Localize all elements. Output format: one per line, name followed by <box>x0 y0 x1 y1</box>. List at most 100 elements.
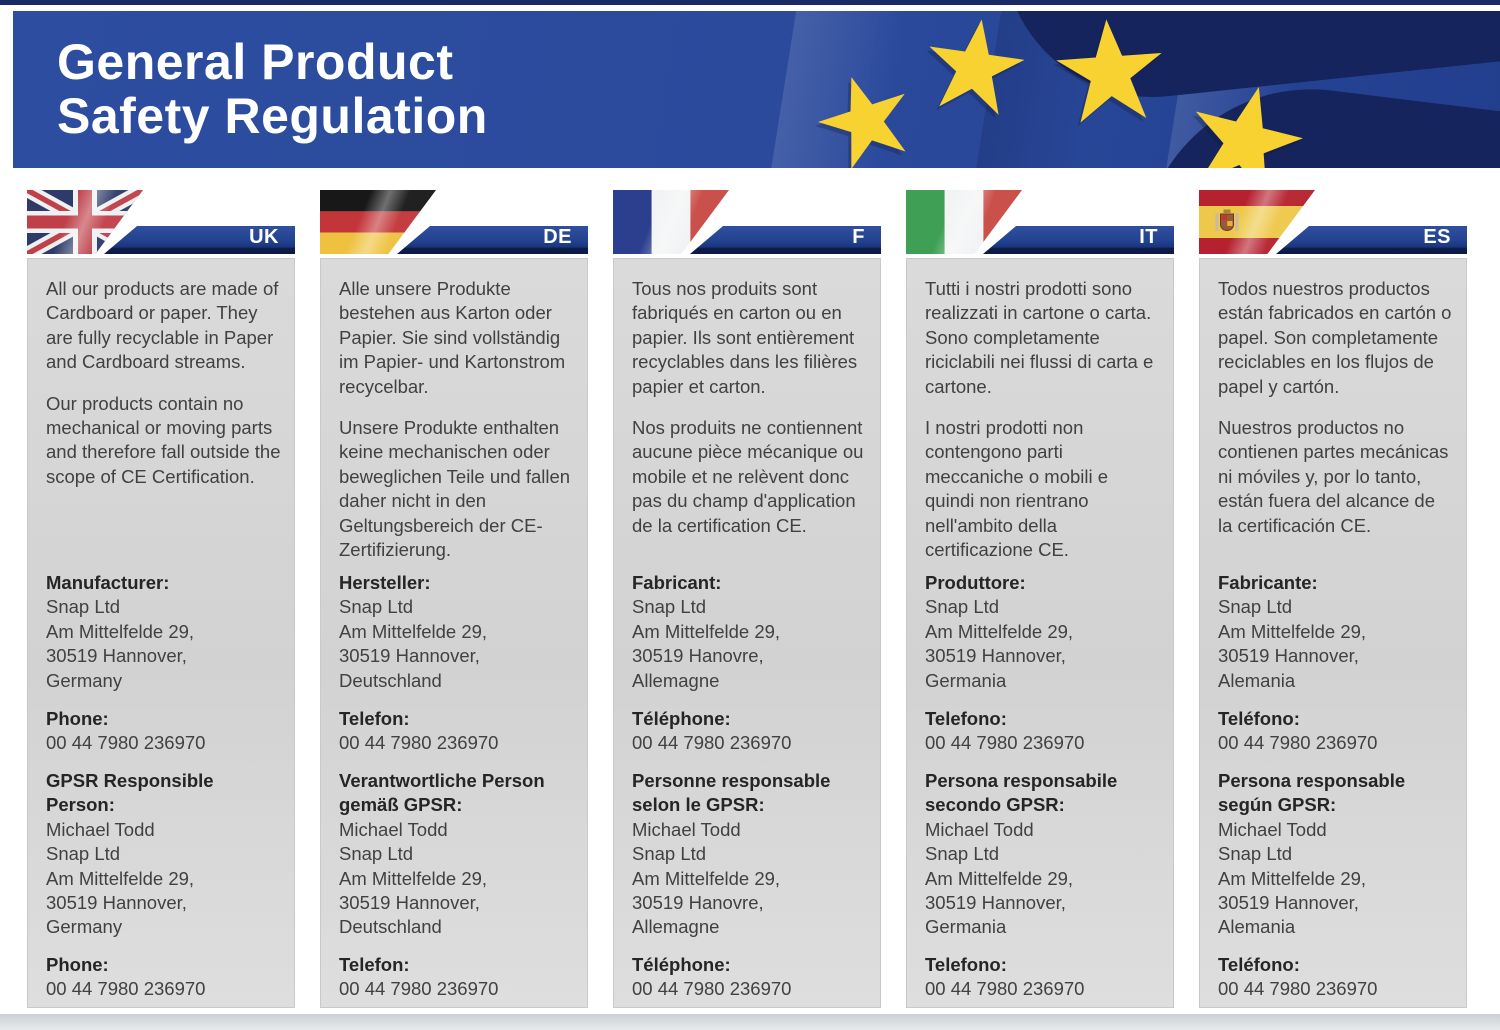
eu-star-icon <box>1055 17 1165 127</box>
gpsr-line: 30519 Hannover, <box>925 892 1066 914</box>
gpsr-line: 30519 Hanovre, <box>632 892 764 914</box>
language-column-it: IT Tutti i nostri prodotti sono realizza… <box>906 190 1174 1008</box>
phone-block-2: Téléphone: 00 44 7980 236970 <box>632 953 867 1002</box>
gpsr-line: Deutschland <box>339 916 442 938</box>
page-title: General Product Safety Regulation <box>57 35 488 143</box>
info-box-uk: All our products are made of Cardboard o… <box>27 258 295 1008</box>
manufacturer-line: Snap Ltd <box>46 596 121 618</box>
phone-label: Telefono: <box>925 708 1007 729</box>
gpsr-label: GPSR Responsible Person: <box>46 770 214 816</box>
gpsr-line: Am Mittelfelde 29, <box>46 867 195 889</box>
manufacturer-label: Produttore: <box>925 572 1026 593</box>
phone-label: Phone: <box>46 954 109 975</box>
gpsr-line: Michael Todd <box>46 818 155 840</box>
gpsr-line: Michael Todd <box>1218 818 1327 840</box>
column-header-uk: UK <box>27 190 295 258</box>
recyclability-paragraph: Tous nos produits sont fabriqués en cart… <box>632 278 858 397</box>
info-box-fr: Tous nos produits sont fabriqués en cart… <box>613 258 881 1008</box>
manufacturer-line: Deutschland <box>339 669 442 691</box>
header-banner: General Product Safety Regulation <box>13 11 1500 168</box>
gpsr-line: Allemagne <box>632 916 720 938</box>
language-banner-uk: UK <box>104 226 295 254</box>
phone-label: Phone: <box>46 708 109 729</box>
recyclability-paragraph: Todos nuestros productos están fabricado… <box>1218 278 1452 397</box>
recyclability-paragraph: All our products are made of Cardboard o… <box>46 278 279 373</box>
manufacturer-block: Produttore: Snap Ltd Am Mittelfelde 29, … <box>925 571 1160 693</box>
gpsr-line: Michael Todd <box>925 818 1034 840</box>
manufacturer-line: Alemania <box>1218 669 1296 691</box>
phone-number: 00 44 7980 236970 <box>632 978 792 1000</box>
phone-block: Téléphone: 00 44 7980 236970 <box>632 707 867 756</box>
ce-scope-paragraph: Our products contain no mechanical or mo… <box>46 392 281 487</box>
gpsr-line: Snap Ltd <box>339 843 414 865</box>
gpsr-block: Persona responsabile secondo GPSR: Micha… <box>925 769 1160 940</box>
language-code: IT <box>1139 226 1158 248</box>
gpsr-line: 30519 Hannover, <box>46 892 187 914</box>
manufacturer-block: Fabricante: Snap Ltd Am Mittelfelde 29, … <box>1218 571 1453 693</box>
recyclability-paragraph: Alle unsere Produkte bestehen aus Karton… <box>339 278 566 397</box>
phone-label: Teléfono: <box>1218 708 1300 729</box>
manufacturer-line: 30519 Hannover, <box>925 645 1066 667</box>
gpsr-line: Am Mittelfelde 29, <box>632 867 781 889</box>
language-column-uk: UK All our products are made of Cardboar… <box>27 190 295 1008</box>
language-banner-de: DE <box>397 226 588 254</box>
phone-block-2: Phone: 00 44 7980 236970 <box>46 953 281 1002</box>
phone-number: 00 44 7980 236970 <box>1218 732 1378 754</box>
phone-label: Telefono: <box>925 954 1007 975</box>
manufacturer-line: Snap Ltd <box>339 596 414 618</box>
product-paragraphs: Todos nuestros productos están fabricado… <box>1218 277 1453 538</box>
ce-scope-paragraph: Nuestros productos no contienen partes m… <box>1218 417 1449 536</box>
language-banner-es: ES <box>1276 226 1467 254</box>
phone-label: Telefon: <box>339 954 410 975</box>
language-code: DE <box>543 226 572 248</box>
gpsr-line: Snap Ltd <box>46 843 121 865</box>
phone-label: Téléphone: <box>632 708 731 729</box>
phone-number: 00 44 7980 236970 <box>46 978 206 1000</box>
manufacturer-line: Germania <box>925 669 1007 691</box>
gpsr-block: GPSR Responsible Person: Michael Todd Sn… <box>46 769 281 940</box>
phone-number: 00 44 7980 236970 <box>632 732 792 754</box>
gpsr-line: Am Mittelfelde 29, <box>1218 867 1367 889</box>
gpsr-line: Snap Ltd <box>925 843 1000 865</box>
column-header-fr: F <box>613 190 881 258</box>
column-header-it: IT <box>906 190 1174 258</box>
manufacturer-line: 30519 Hanovre, <box>632 645 764 667</box>
info-box-de: Alle unsere Produkte bestehen aus Karton… <box>320 258 588 1008</box>
eu-star-icon <box>1188 83 1303 168</box>
gpsr-label: Persona responsabile secondo GPSR: <box>925 770 1118 816</box>
info-box-es: Todos nuestros productos están fabricado… <box>1199 258 1467 1008</box>
language-code: F <box>852 226 865 248</box>
spain-coat-of-arms <box>1215 209 1239 231</box>
info-box-it: Tutti i nostri prodotti sono realizzati … <box>906 258 1174 1008</box>
manufacturer-line: 30519 Hannover, <box>339 645 480 667</box>
page-title-line1: General Product <box>57 34 454 90</box>
gpsr-block: Verantwortliche Person gemäß GPSR: Micha… <box>339 769 574 940</box>
bottom-edge-band <box>0 1014 1500 1030</box>
manufacturer-line: Snap Ltd <box>632 596 707 618</box>
gpsr-line: Michael Todd <box>339 818 448 840</box>
eu-star-icon <box>925 17 1025 117</box>
gpsr-label: Personne responsable selon le GPSR: <box>632 770 831 816</box>
manufacturer-line: 30519 Hannover, <box>46 645 187 667</box>
language-column-de: DE Alle unsere Produkte bestehen aus Kar… <box>320 190 588 1008</box>
recyclability-paragraph: Tutti i nostri prodotti sono realizzati … <box>925 278 1154 397</box>
language-banner-it: IT <box>983 226 1174 254</box>
manufacturer-line: 30519 Hannover, <box>1218 645 1359 667</box>
gpsr-line: Germany <box>46 916 123 938</box>
product-paragraphs: Tutti i nostri prodotti sono realizzati … <box>925 277 1160 562</box>
product-paragraphs: All our products are made of Cardboard o… <box>46 277 281 489</box>
ce-scope-paragraph: Unsere Produkte enthalten keine mechanis… <box>339 417 571 561</box>
phone-number: 00 44 7980 236970 <box>339 978 499 1000</box>
gpsr-line: 30519 Hannover, <box>1218 892 1359 914</box>
language-code: UK <box>249 226 279 248</box>
manufacturer-label: Fabricante: <box>1218 572 1318 593</box>
page-title-line2: Safety Regulation <box>57 88 488 144</box>
gpsr-label: Verantwortliche Person gemäß GPSR: <box>339 770 545 816</box>
phone-block-2: Telefono: 00 44 7980 236970 <box>925 953 1160 1002</box>
language-banner-fr: F <box>690 226 881 254</box>
phone-label: Telefon: <box>339 708 410 729</box>
column-header-es: ES <box>1199 190 1467 258</box>
gpsr-block: Persona responsable según GPSR: Michael … <box>1218 769 1453 940</box>
gpsr-line: Snap Ltd <box>1218 843 1293 865</box>
manufacturer-line: Am Mittelfelde 29, <box>632 620 781 642</box>
